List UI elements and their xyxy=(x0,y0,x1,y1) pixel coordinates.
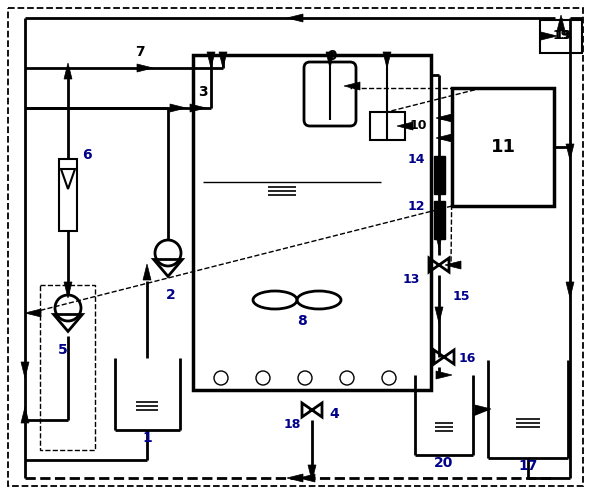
Polygon shape xyxy=(219,52,227,68)
Text: 14: 14 xyxy=(407,153,425,166)
Polygon shape xyxy=(326,52,334,68)
Polygon shape xyxy=(21,362,29,378)
Text: 11: 11 xyxy=(491,138,516,156)
Polygon shape xyxy=(190,104,206,112)
Polygon shape xyxy=(25,309,41,317)
Polygon shape xyxy=(435,232,443,248)
Text: 12: 12 xyxy=(407,200,425,213)
Text: 6: 6 xyxy=(82,148,92,162)
Bar xyxy=(433,201,445,239)
Polygon shape xyxy=(137,64,153,72)
Text: 5: 5 xyxy=(58,343,68,357)
Text: 19: 19 xyxy=(552,29,570,42)
Text: 7: 7 xyxy=(135,45,145,59)
Bar xyxy=(40,285,95,450)
Polygon shape xyxy=(287,474,303,482)
Polygon shape xyxy=(436,114,452,122)
Text: 19: 19 xyxy=(554,29,572,42)
Text: 9: 9 xyxy=(327,49,337,63)
Text: 15: 15 xyxy=(453,290,471,303)
Polygon shape xyxy=(436,134,452,142)
Text: 13: 13 xyxy=(403,273,420,286)
Text: 2: 2 xyxy=(166,288,176,302)
Polygon shape xyxy=(436,371,452,379)
Polygon shape xyxy=(64,282,72,298)
Text: 17: 17 xyxy=(519,459,538,473)
Polygon shape xyxy=(287,14,303,22)
Polygon shape xyxy=(435,307,443,323)
Polygon shape xyxy=(397,122,413,130)
Polygon shape xyxy=(21,407,29,423)
Text: 8: 8 xyxy=(297,314,307,328)
Polygon shape xyxy=(207,52,215,68)
Polygon shape xyxy=(344,82,360,90)
Polygon shape xyxy=(445,261,461,269)
Bar xyxy=(59,159,77,231)
Text: 4: 4 xyxy=(329,407,339,421)
Polygon shape xyxy=(541,32,557,40)
Text: 3: 3 xyxy=(198,85,208,99)
Polygon shape xyxy=(383,52,391,68)
Polygon shape xyxy=(475,405,491,413)
Polygon shape xyxy=(435,172,443,188)
Polygon shape xyxy=(143,264,151,280)
Polygon shape xyxy=(299,474,315,482)
Polygon shape xyxy=(170,104,186,112)
Text: 1: 1 xyxy=(142,431,152,445)
Bar xyxy=(370,112,405,140)
Polygon shape xyxy=(566,144,574,160)
Text: 16: 16 xyxy=(459,352,477,365)
Bar xyxy=(540,20,582,53)
Bar xyxy=(452,88,554,206)
Polygon shape xyxy=(566,282,574,298)
Text: 18: 18 xyxy=(284,418,301,431)
Polygon shape xyxy=(557,15,565,31)
Text: 10: 10 xyxy=(410,119,427,132)
Polygon shape xyxy=(64,63,72,79)
Bar xyxy=(433,156,445,194)
Polygon shape xyxy=(308,465,316,481)
Bar xyxy=(193,55,431,390)
Text: 20: 20 xyxy=(435,456,453,470)
